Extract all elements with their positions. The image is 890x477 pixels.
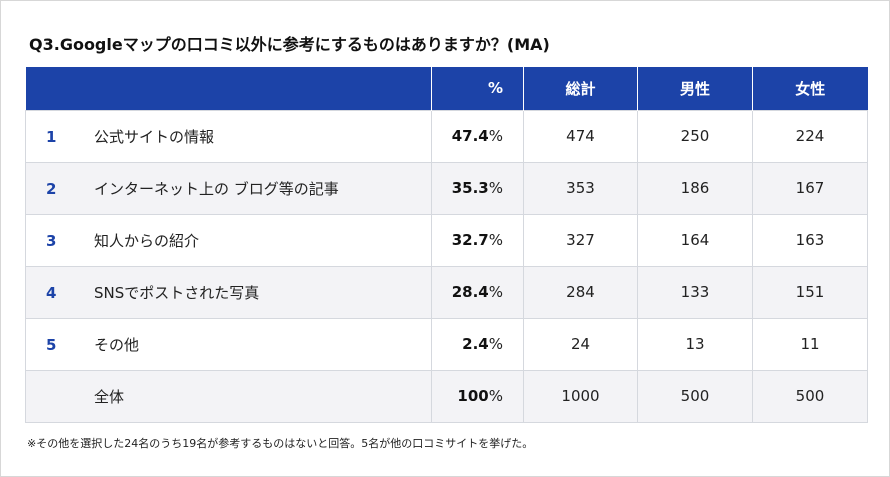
rank-number: 4 <box>46 283 57 302</box>
male-cell: 500 <box>637 369 753 423</box>
percent-cell: 47.4% <box>431 109 524 163</box>
total-cell: 353 <box>523 161 638 215</box>
header-total: 総計 <box>523 67 638 110</box>
male-cell: 164 <box>637 213 753 267</box>
table-header-row: % 総計 男性 女性 <box>25 67 868 110</box>
total-cell: 474 <box>523 109 638 163</box>
item-cell: 全体 <box>25 369 432 423</box>
total-cell: 1000 <box>523 369 638 423</box>
percent-sign: % <box>488 283 503 301</box>
percent-cell: 32.7% <box>431 213 524 267</box>
item-label: その他 <box>94 335 140 354</box>
item-label: 公式サイトの情報 <box>94 127 215 146</box>
item-label: 全体 <box>94 387 125 406</box>
question-title: Q3.Googleマップの口コミ以外に参考にするものはありますか？(MA) <box>29 35 550 54</box>
item-label: インターネット上の ブログ等の記事 <box>94 179 339 198</box>
header-item <box>25 67 432 110</box>
table-row: 4 SNSでポストされた写真 28.4% 284 133 151 <box>25 265 868 319</box>
percent-sign: % <box>488 335 503 353</box>
percent-value: 32.7 <box>451 231 489 249</box>
female-cell: 151 <box>752 265 868 319</box>
item-label: 知人からの紹介 <box>94 231 200 250</box>
percent-sign: % <box>488 127 503 145</box>
percent-sign: % <box>488 179 503 197</box>
male-cell: 13 <box>637 317 753 371</box>
percent-cell: 35.3% <box>431 161 524 215</box>
total-cell: 24 <box>523 317 638 371</box>
results-table: % 総計 男性 女性 1 公式サイトの情報 47.4% 474 250 224 2… <box>25 67 868 423</box>
header-female: 女性 <box>752 67 868 110</box>
female-cell: 167 <box>752 161 868 215</box>
total-cell: 284 <box>523 265 638 319</box>
item-cell: 2 インターネット上の ブログ等の記事 <box>25 161 432 215</box>
female-cell: 11 <box>752 317 868 371</box>
item-cell: 4 SNSでポストされた写真 <box>25 265 432 319</box>
item-cell: 3 知人からの紹介 <box>25 213 432 267</box>
percent-value: 47.4 <box>451 127 489 145</box>
rank-number: 1 <box>46 127 57 146</box>
female-cell: 224 <box>752 109 868 163</box>
percent-value: 35.3 <box>451 179 489 197</box>
table-row: 1 公式サイトの情報 47.4% 474 250 224 <box>25 109 868 163</box>
percent-sign: % <box>488 231 503 249</box>
header-male: 男性 <box>637 67 753 110</box>
item-cell: 5 その他 <box>25 317 432 371</box>
male-cell: 186 <box>637 161 753 215</box>
table-row: 2 インターネット上の ブログ等の記事 35.3% 353 186 167 <box>25 161 868 215</box>
rank-number: 2 <box>46 179 57 198</box>
total-cell: 327 <box>523 213 638 267</box>
percent-value: 28.4 <box>451 283 489 301</box>
rank-number: 3 <box>46 231 57 250</box>
percent-value: 2.4 <box>462 335 489 353</box>
rank-number: 5 <box>46 335 57 354</box>
item-label: SNSでポストされた写真 <box>94 283 260 302</box>
male-cell: 133 <box>637 265 753 319</box>
female-cell: 163 <box>752 213 868 267</box>
item-cell: 1 公式サイトの情報 <box>25 109 432 163</box>
table-row: 3 知人からの紹介 32.7% 327 164 163 <box>25 213 868 267</box>
male-cell: 250 <box>637 109 753 163</box>
percent-sign: % <box>488 387 503 405</box>
footnote: ※その他を選択した24名のうち19名が参考するものはないと回答。5名が他の口コミ… <box>27 437 534 450</box>
table-row: 5 その他 2.4% 24 13 11 <box>25 317 868 371</box>
table-row-total: 全体 100% 1000 500 500 <box>25 369 868 423</box>
percent-cell: 100% <box>431 369 524 423</box>
percent-value: 100 <box>457 387 489 405</box>
percent-cell: 28.4% <box>431 265 524 319</box>
header-percent: % <box>431 67 524 110</box>
female-cell: 500 <box>752 369 868 423</box>
percent-cell: 2.4% <box>431 317 524 371</box>
